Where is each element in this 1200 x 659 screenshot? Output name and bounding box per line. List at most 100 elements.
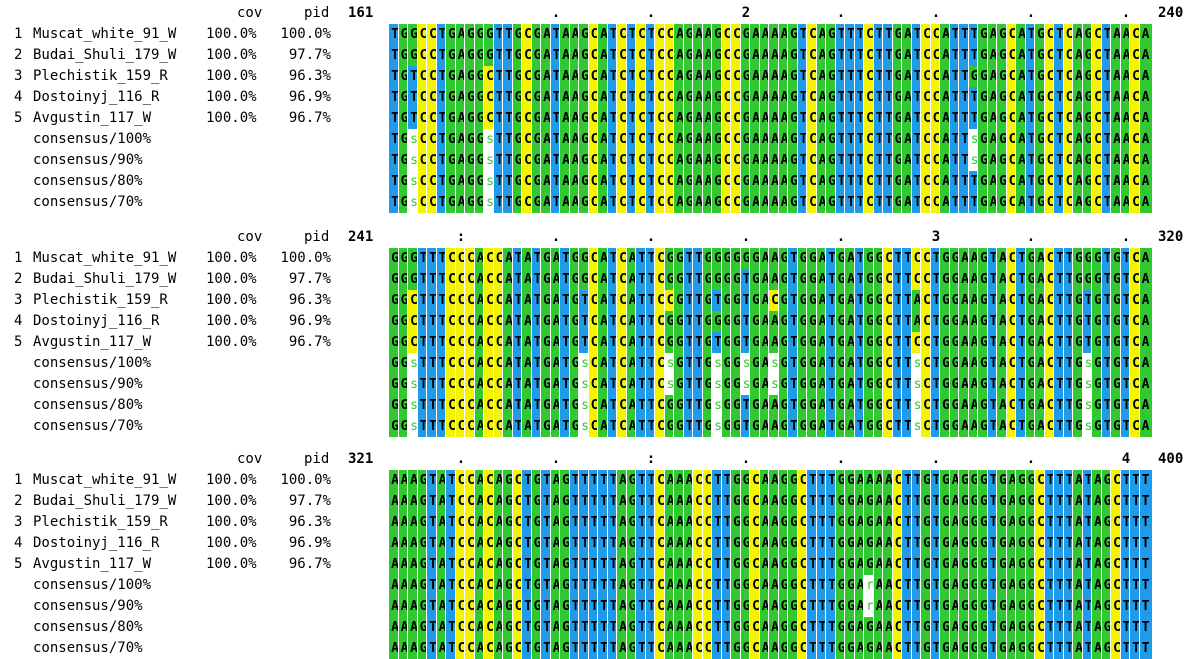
alignment-block: cov pid 241 320:.... 3.. 1 Muscat_white_91_W 10… [0,226,1200,437]
residue: T [1138,533,1152,554]
sequence-pid: 100.0% [271,470,331,491]
sequence-cov: 100.0% [206,45,257,66]
sequence-number: 1 [14,248,22,269]
ruler-tick: . [550,450,563,468]
residue: A [1138,395,1152,416]
residue: A [1138,66,1152,87]
ruler-tick: : [645,450,658,468]
pid-header: pid [304,450,329,468]
sequence-name[interactable]: Plechistik_159_R [33,290,168,311]
consensus-label: consensus/80% [33,617,143,638]
ruler-tick: . [645,228,658,246]
sequence-pid: 96.3% [271,66,331,87]
sequence-number: 2 [14,269,22,290]
sequence-name[interactable]: Dostoinyj_116_R [33,87,159,108]
sequence-cov: 100.0% [206,491,257,512]
range-start: 321 [348,450,373,468]
position-ruler: :.... 3.. [392,228,1152,246]
cov-header: cov [237,450,262,468]
sequence-name[interactable]: Dostoinyj_116_R [33,311,159,332]
alignment-block: cov pid 321 400..:.... 4 1 Muscat_white_91_W 10… [0,448,1200,659]
consensus-label: consensus/80% [33,395,143,416]
sequence-number: 2 [14,491,22,512]
range-end: 320 [1158,228,1183,246]
sequence-cov: 100.0% [206,512,257,533]
sequence-cov: 100.0% [206,24,257,45]
sequence-number: 1 [14,470,22,491]
sequence-pid: 97.7% [271,491,331,512]
ruler-tick: . [835,450,848,468]
residue: A [1138,269,1152,290]
sequence-name[interactable]: Plechistik_159_R [33,512,168,533]
residue: A [1138,171,1152,192]
sequence-number: 1 [14,24,22,45]
residue: T [1138,596,1152,617]
sequence-pid: 96.9% [271,311,331,332]
ruler-tick: . [1120,228,1133,246]
residue: T [1138,491,1152,512]
cov-header: cov [237,228,262,246]
residue: T [1138,554,1152,575]
ruler-tick: . [835,4,848,22]
sequence-number: 3 [14,512,22,533]
range-end: 240 [1158,4,1183,22]
ruler-tick: . [1025,4,1038,22]
sequence-pid: 96.7% [271,108,331,129]
residue: A [1138,24,1152,45]
sequence-number: 3 [14,66,22,87]
residue: A [1138,192,1152,213]
residue: T [1138,575,1152,596]
sequence-name[interactable]: Muscat_white_91_W [33,248,176,269]
sequence-name[interactable]: Budai_Shuli_179_W [33,491,176,512]
sequence-cov: 100.0% [206,290,257,311]
residue: T [1138,638,1152,659]
position-ruler: .. 2.... [392,4,1152,22]
residue: A [1138,87,1152,108]
sequence-name[interactable]: Avgustin_117_W [33,108,151,129]
sequence-cov: 100.0% [206,248,257,269]
sequence-name[interactable]: Budai_Shuli_179_W [33,45,176,66]
sequence-pid: 96.3% [271,512,331,533]
ruler-tick: . [645,4,658,22]
sequence-pid: 96.9% [271,533,331,554]
sequence-pid: 96.7% [271,554,331,575]
sequence-name[interactable]: Dostoinyj_116_R [33,533,159,554]
sequence-name[interactable]: Muscat_white_91_W [33,470,176,491]
ruler-tick: . [740,450,753,468]
ruler-tick: . [1025,228,1038,246]
sequence-pid: 96.9% [271,87,331,108]
range-end: 400 [1158,450,1183,468]
sequence-name[interactable]: Avgustin_117_W [33,332,151,353]
sequence-name[interactable]: Budai_Shuli_179_W [33,269,176,290]
sequence-name[interactable]: Plechistik_159_R [33,66,168,87]
ruler-tick: . [550,4,563,22]
consensus-label: consensus/90% [33,374,143,395]
sequence-pid: 96.7% [271,332,331,353]
sequence-number: 5 [14,332,22,353]
consensus-label: consensus/70% [33,638,143,659]
ruler-tick: 3 [930,228,943,246]
residue: A [1138,290,1152,311]
sequence-name[interactable]: Muscat_white_91_W [33,24,176,45]
sequence-cov: 100.0% [206,554,257,575]
cov-header: cov [237,4,262,22]
sequence-pid: 97.7% [271,269,331,290]
residue: A [1138,311,1152,332]
residue: A [1138,129,1152,150]
sequence-pid: 96.3% [271,290,331,311]
residue: A [1138,374,1152,395]
sequence-name[interactable]: Avgustin_117_W [33,554,151,575]
